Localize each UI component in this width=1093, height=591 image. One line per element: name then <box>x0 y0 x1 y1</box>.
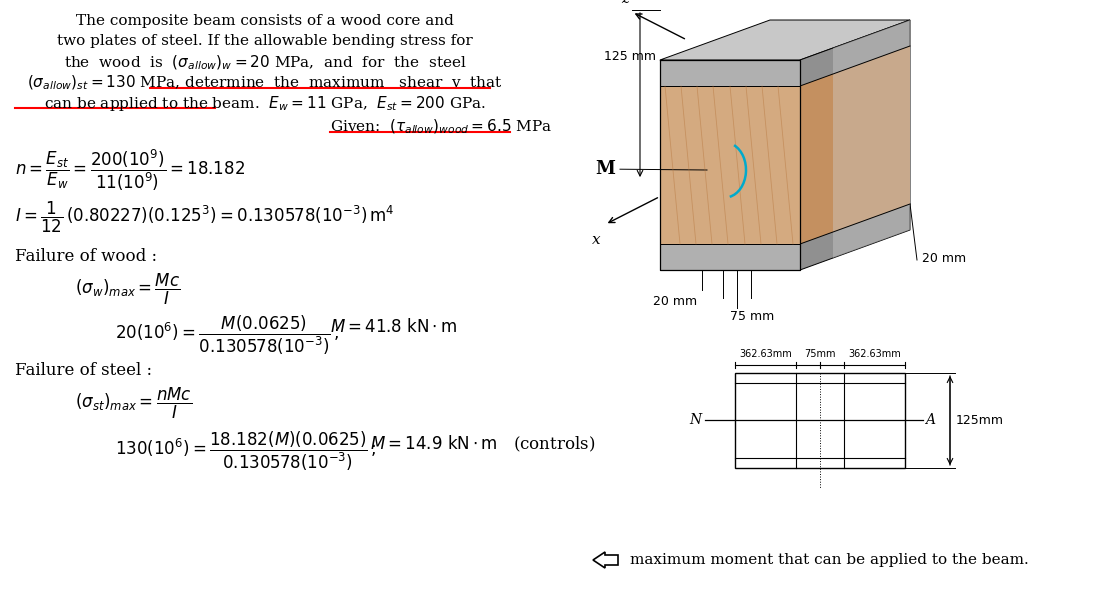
Text: $(\sigma_{allow})_{st} = 130$ MPa, determine  the  maximum   shear  v  that: $(\sigma_{allow})_{st} = 130$ MPa, deter… <box>27 74 503 92</box>
Polygon shape <box>800 20 910 270</box>
Text: N: N <box>689 413 701 427</box>
Text: 362.63mm: 362.63mm <box>848 349 901 359</box>
Text: $130(10^6) = \dfrac{18.182(M)(0.0625)}{0.130578(10^{-3})}\,;$: $130(10^6) = \dfrac{18.182(M)(0.0625)}{0… <box>115 430 376 473</box>
Text: M: M <box>595 160 615 178</box>
Text: 125 mm: 125 mm <box>604 50 656 63</box>
Text: Given:  $(\tau_{allow})_{wood} = 6.5$ MPa: Given: $(\tau_{allow})_{wood} = 6.5$ MPa <box>330 118 552 137</box>
Text: The composite beam consists of a wood core and: The composite beam consists of a wood co… <box>77 14 454 28</box>
Text: 20 mm: 20 mm <box>653 295 697 308</box>
Text: Failure of wood :: Failure of wood : <box>15 248 157 265</box>
Text: Failure of steel :: Failure of steel : <box>15 362 152 379</box>
Bar <box>660 60 800 86</box>
Text: can be applied to the beam.  $E_w = 11$ GPa,  $E_{st} = 200$ GPa.: can be applied to the beam. $E_w = 11$ G… <box>44 94 486 113</box>
Text: maximum moment that can be applied to the beam.: maximum moment that can be applied to th… <box>630 553 1029 567</box>
Text: 362.63mm: 362.63mm <box>739 349 792 359</box>
Text: 75 mm: 75 mm <box>730 310 774 323</box>
Bar <box>660 244 800 270</box>
FancyArrow shape <box>593 552 618 568</box>
Polygon shape <box>660 20 910 60</box>
Text: x: x <box>591 232 600 246</box>
Text: the  wood  is  $(\sigma_{allow})_w = 20$ MPa,  and  for  the  steel: the wood is $(\sigma_{allow})_w = 20$ MP… <box>63 54 467 73</box>
Text: 20 mm: 20 mm <box>922 252 966 265</box>
Polygon shape <box>800 46 910 244</box>
Text: 125mm: 125mm <box>956 414 1004 427</box>
Polygon shape <box>660 46 910 86</box>
Text: $M = 41.8\ \mathrm{kN \cdot m}$: $M = 41.8\ \mathrm{kN \cdot m}$ <box>330 318 457 336</box>
Bar <box>734 373 905 468</box>
Text: 75mm: 75mm <box>804 349 836 359</box>
Text: two plates of steel. If the allowable bending stress for: two plates of steel. If the allowable be… <box>57 34 473 48</box>
Text: z: z <box>621 0 628 6</box>
Text: A: A <box>925 413 935 427</box>
Bar <box>660 86 800 244</box>
Text: $n = \dfrac{E_{st}}{E_w} = \dfrac{200(10^9)}{11(10^9)} = 18.182$: $n = \dfrac{E_{st}}{E_w} = \dfrac{200(10… <box>15 148 245 193</box>
Text: $I = \dfrac{1}{12}\,(0.80227)(0.125^3) = 0.130578(10^{-3})\,\mathrm{m}^4$: $I = \dfrac{1}{12}\,(0.80227)(0.125^3) =… <box>15 200 395 235</box>
Text: $(\sigma_{st})_{max} = \dfrac{nMc}{I}$: $(\sigma_{st})_{max} = \dfrac{nMc}{I}$ <box>75 386 192 421</box>
Polygon shape <box>833 20 910 258</box>
Text: $M = 14.9\ \mathrm{kN \cdot m}$   (controls): $M = 14.9\ \mathrm{kN \cdot m}$ (control… <box>371 434 596 454</box>
Text: $(\sigma_w)_{max} = \dfrac{Mc}{I}$: $(\sigma_w)_{max} = \dfrac{Mc}{I}$ <box>75 272 180 307</box>
Text: $20(10^6) = \dfrac{M(0.0625)}{0.130578(10^{-3})}\,;$: $20(10^6) = \dfrac{M(0.0625)}{0.130578(1… <box>115 314 339 358</box>
